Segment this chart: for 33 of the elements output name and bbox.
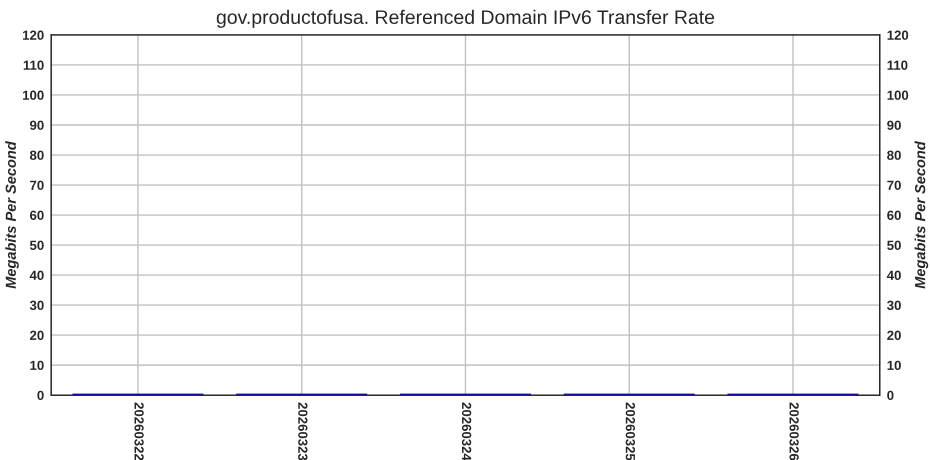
y2-tick-label: 30 — [887, 300, 901, 310]
y-tick-label: 10 — [30, 360, 44, 370]
y2-tick-label: 50 — [887, 240, 901, 250]
x-tick-label: 20260322 — [134, 402, 144, 460]
y2-tick-label: 110 — [888, 60, 908, 70]
y2-tick-label: 0 — [887, 390, 894, 400]
y-tick-label: 120 — [23, 30, 44, 40]
y2-tick-label: 70 — [887, 180, 901, 190]
y2-tick-label: 40 — [886, 270, 901, 280]
y-tick-label: 40 — [30, 270, 44, 280]
y-tick-label: 70 — [30, 180, 44, 190]
x-tick-label: 20260325 — [626, 402, 636, 460]
chart-title: gov.productofusa. Referenced Domain IPv6 Transfer Rate — [216, 10, 714, 28]
y2-tick-label: 90 — [887, 120, 901, 130]
y2-axis-title: Megabits Per Second — [914, 141, 928, 289]
y-axis-title: Megabits Per Second — [5, 141, 19, 289]
y2-tick-label: 60 — [887, 210, 901, 220]
y-tick-label: 110 — [24, 60, 44, 70]
y-tick-label: 30 — [30, 300, 44, 310]
y-tick-label: 100 — [23, 90, 44, 100]
y2-tick-label: 20 — [887, 330, 901, 340]
x-tick-label: 20260323 — [298, 402, 308, 460]
x-tick-label: 20260326 — [789, 402, 799, 460]
y-tick-label: 50 — [30, 240, 44, 250]
y-tick-label: 0 — [37, 390, 44, 400]
y2-tick-label: 120 — [888, 30, 908, 40]
y2-tick-label: 100 — [888, 90, 908, 100]
y2-tick-label: 10 — [888, 360, 901, 370]
y-tick-label: 60 — [30, 210, 44, 220]
y-tick-label: 90 — [30, 120, 44, 130]
y-tick-label: 80 — [30, 150, 44, 160]
y2-tick-label: 80 — [887, 150, 901, 160]
y-tick-label: 20 — [30, 330, 44, 340]
